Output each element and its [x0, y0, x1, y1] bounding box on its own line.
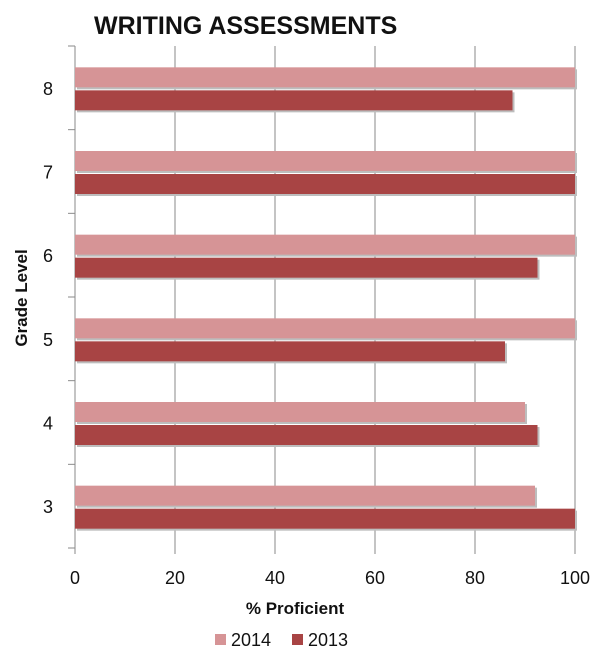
y-tick-labels: 3 4 5 6 7 8: [43, 79, 53, 517]
x-tick-label: 100: [560, 568, 590, 588]
bar-2013-grade-4: [75, 425, 538, 445]
y-tick-label: 5: [43, 330, 53, 350]
bar-2014-grade-6: [75, 234, 575, 255]
bar-2014-grade-5: [75, 318, 575, 339]
axes: [68, 45, 576, 554]
x-tick-label: 40: [265, 568, 285, 588]
x-axis-title: % Proficient: [246, 599, 345, 618]
x-tick-labels: 0 20 40 60 80 100: [70, 568, 590, 588]
y-tick-label: 6: [43, 246, 53, 266]
bar-2013-grade-8: [75, 90, 513, 111]
bar-2013-grade-7: [75, 174, 575, 194]
gridlines: [174, 46, 576, 548]
chart-title: WRITING ASSESSMENTS: [94, 12, 397, 40]
x-tick-label: 60: [365, 568, 385, 588]
bar-2014-grade-4: [75, 402, 525, 422]
bars: [75, 67, 577, 531]
bar-2013-grade-3: [75, 508, 575, 529]
x-tick-label: 0: [70, 568, 80, 588]
legend-swatch-2014: [215, 634, 226, 645]
legend-swatch-2013: [292, 634, 303, 645]
bar-2014-grade-8: [75, 67, 575, 88]
y-tick-label: 4: [43, 414, 53, 434]
bar-2013-grade-5: [75, 341, 505, 362]
y-tick-label: 8: [43, 79, 53, 99]
y-tick-label: 7: [43, 163, 53, 183]
bar-2014-grade-3: [75, 485, 535, 506]
bar-2013-grade-6: [75, 257, 538, 278]
y-axis-title: Grade Level: [12, 249, 31, 346]
legend-label-2014: 2014: [231, 630, 271, 650]
y-tick-label: 3: [43, 497, 53, 517]
legend-label-2013: 2013: [308, 630, 348, 650]
x-tick-label: 20: [165, 568, 185, 588]
legend: 2014 2013: [215, 630, 348, 650]
x-tick-label: 80: [465, 568, 485, 588]
bar-2014-grade-7: [75, 151, 575, 171]
